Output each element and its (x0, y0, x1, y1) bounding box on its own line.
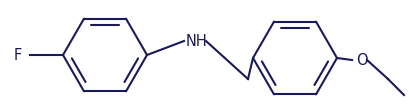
Text: F: F (14, 48, 22, 62)
Text: O: O (356, 53, 368, 67)
Text: NH: NH (186, 34, 208, 49)
